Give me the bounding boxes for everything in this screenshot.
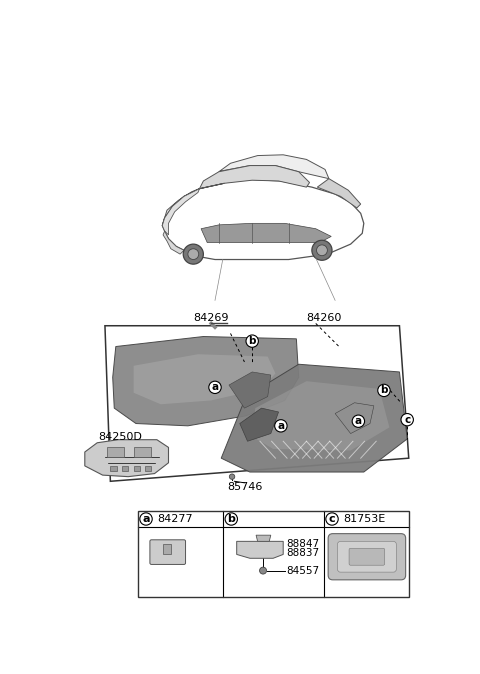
Text: a: a — [355, 417, 362, 426]
Text: b: b — [249, 336, 256, 346]
Circle shape — [209, 381, 221, 394]
Polygon shape — [317, 179, 360, 208]
Text: 88837: 88837 — [286, 548, 319, 558]
Circle shape — [225, 513, 238, 525]
Bar — [145, 466, 152, 470]
Text: 88847: 88847 — [286, 539, 319, 549]
Circle shape — [188, 249, 199, 259]
FancyBboxPatch shape — [349, 548, 385, 565]
Text: a: a — [277, 421, 285, 431]
Text: 84557: 84557 — [286, 565, 319, 576]
Bar — [134, 448, 152, 457]
Text: 85746: 85746 — [227, 483, 262, 493]
Polygon shape — [133, 355, 276, 404]
Polygon shape — [162, 183, 224, 226]
Bar — [122, 466, 128, 470]
Text: c: c — [329, 514, 336, 524]
Bar — [107, 448, 123, 457]
Circle shape — [246, 335, 258, 347]
Polygon shape — [240, 408, 278, 441]
Polygon shape — [85, 439, 168, 477]
Text: a: a — [142, 514, 150, 524]
Circle shape — [183, 244, 204, 264]
Polygon shape — [229, 372, 271, 408]
Bar — [163, 545, 171, 553]
Circle shape — [378, 384, 390, 396]
FancyBboxPatch shape — [337, 541, 396, 572]
Polygon shape — [221, 364, 407, 472]
Polygon shape — [237, 541, 283, 558]
Text: a: a — [211, 382, 218, 392]
Circle shape — [326, 513, 338, 525]
Text: 84277: 84277 — [157, 514, 193, 524]
Polygon shape — [201, 223, 331, 243]
Polygon shape — [256, 535, 271, 541]
Polygon shape — [113, 336, 299, 426]
Circle shape — [316, 245, 327, 255]
Bar — [133, 466, 140, 470]
Circle shape — [275, 420, 287, 432]
Text: b: b — [228, 514, 235, 524]
FancyBboxPatch shape — [150, 540, 186, 564]
Polygon shape — [219, 155, 329, 179]
Text: 84269: 84269 — [193, 313, 229, 323]
Text: c: c — [404, 415, 410, 425]
Polygon shape — [335, 403, 374, 433]
Text: b: b — [380, 386, 388, 396]
Text: 84260: 84260 — [306, 313, 342, 323]
Circle shape — [260, 567, 266, 574]
Text: 81753E: 81753E — [344, 514, 386, 524]
Circle shape — [352, 415, 365, 427]
Circle shape — [140, 513, 152, 525]
Circle shape — [312, 240, 332, 260]
Circle shape — [229, 474, 235, 479]
Polygon shape — [252, 381, 389, 450]
Polygon shape — [162, 189, 200, 235]
FancyBboxPatch shape — [328, 534, 406, 580]
Circle shape — [401, 414, 413, 426]
Text: 84250D: 84250D — [98, 431, 143, 441]
Polygon shape — [200, 166, 310, 189]
Bar — [137, 510, 409, 596]
Polygon shape — [163, 231, 184, 254]
Bar — [110, 466, 117, 470]
